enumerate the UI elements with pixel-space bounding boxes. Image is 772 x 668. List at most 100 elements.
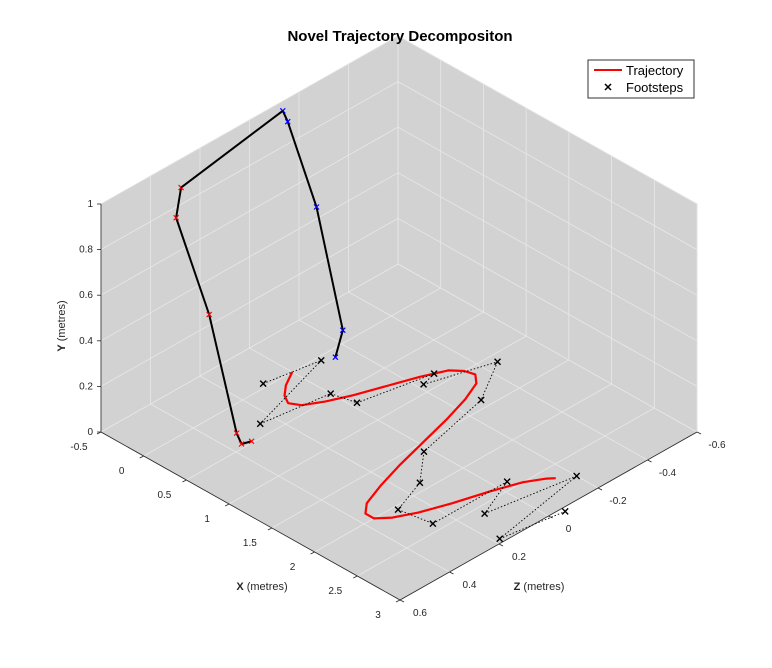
footstep-marker-stroke [353, 399, 361, 407]
footstep-connector [423, 399, 482, 452]
skeleton-joint-stroke [173, 214, 180, 221]
footstep-marker [353, 399, 361, 407]
footstep-marker [259, 380, 267, 388]
skeleton-joint-stroke [284, 118, 291, 125]
footstep-marker [317, 356, 325, 364]
x-tick-mark [139, 455, 144, 459]
legend: Trajectory Footsteps [587, 59, 695, 99]
footstep-marker [481, 510, 489, 518]
skeleton-left-joint [248, 438, 255, 445]
footstep-marker-stroke [429, 520, 437, 528]
y-tick-label: 0.6 [79, 290, 93, 301]
footstep-marker-stroke [256, 420, 264, 428]
z-tick-mark [548, 515, 553, 519]
skeleton-joint-stroke [248, 438, 255, 445]
x-tick-label: 3 [375, 610, 381, 621]
x-axis-label-rest: (metres) [244, 581, 288, 593]
footstep-marker-stroke [317, 356, 325, 364]
footstep-marker-stroke [503, 478, 511, 486]
footstep-connector [330, 393, 358, 404]
footstep-marker-stroke [420, 448, 428, 456]
footstep-marker-stroke [430, 370, 438, 378]
x-tick-label: 0 [119, 466, 125, 477]
footstep-connector [423, 361, 498, 385]
x-axis-label-bold: X [236, 581, 244, 593]
x-tick-label: 1.5 [243, 538, 257, 549]
grid-line-y [100, 126, 698, 296]
x-tick-mark [395, 599, 401, 603]
legend-footsteps-swatch [604, 83, 612, 91]
skeleton-joint-stroke [332, 354, 339, 361]
y-axis-label-rest: (metres) [56, 300, 68, 344]
x-tick-mark [267, 527, 273, 531]
footstep-marker-stroke [561, 507, 569, 515]
footstep-marker-stroke [420, 380, 428, 388]
y-tick-label: 0.2 [79, 381, 93, 392]
x-tick-mark [353, 575, 358, 579]
skeleton-left-line [175, 187, 252, 446]
x-axis-label: X (metres) [236, 581, 287, 593]
z-tick-mark [647, 459, 652, 463]
y-tick-label: 0.8 [79, 245, 93, 256]
trajectory-line [283, 369, 556, 520]
footstep-connector [259, 360, 322, 425]
footstep-marker-stroke [394, 506, 402, 514]
footstep-marker-stroke [481, 510, 489, 518]
footstep-marker [496, 535, 504, 543]
legend-trajectory-label: Trajectory [626, 63, 684, 78]
footstep-connector [432, 481, 508, 524]
skeleton-right-joint [284, 118, 291, 125]
z-tick-mark [399, 599, 405, 603]
x-axis-line [100, 431, 401, 601]
footstep-marker [416, 479, 424, 487]
skeleton-right-joint [313, 204, 320, 210]
x-tick-mark [224, 503, 230, 507]
skeleton-right-joint [332, 354, 339, 361]
x-tick-mark [182, 479, 187, 483]
footstep-connector [397, 509, 434, 525]
footstep-connector [484, 481, 508, 514]
legend-box [587, 59, 695, 99]
z-tick-label: 0.2 [512, 552, 526, 563]
chart-title: Novel Trajectory Decompositon [287, 28, 512, 45]
z-tick-mark [449, 571, 454, 575]
skeleton-left-joint [233, 430, 240, 437]
footstep-marker [477, 396, 485, 404]
z-axis-label: Z (metres) [514, 581, 565, 593]
footstep-marker [429, 520, 437, 528]
y-tick-label: 1 [87, 199, 93, 210]
footstep-connector [499, 510, 566, 540]
z-tick-label: 0.6 [413, 608, 427, 619]
x-tick-label: 0.5 [157, 490, 171, 501]
z-axis-label-bold: Z [514, 581, 521, 593]
z-tick-mark [498, 543, 504, 547]
footstep-marker [256, 420, 264, 428]
legend-footsteps-label: Footsteps [626, 80, 684, 95]
y-axis-label: Y (metres) [56, 300, 68, 351]
skeleton-left-joint [173, 214, 180, 221]
skeleton-joint-stroke [206, 311, 213, 318]
footstep-marker [561, 507, 569, 515]
footstep-marker [573, 472, 581, 480]
grid-line-y [100, 81, 698, 250]
y-tick-label: 0 [87, 427, 93, 438]
grid-line-y [100, 35, 698, 205]
footstep-marker [327, 390, 335, 398]
footstep-marker-stroke [327, 390, 335, 398]
y-tick-label: 0.4 [79, 336, 93, 347]
footstep-marker [494, 358, 502, 366]
footstep-marker [394, 506, 402, 514]
z-axis-label-rest: (metres) [520, 581, 564, 593]
grid-line-y [100, 217, 698, 387]
tick-labels: -0.5 0 0.5 1 1.5 2 2.5 3 -0.6 -0.4 -0.2 0 0.2 0.4 0.6 0… [70, 199, 726, 621]
footstep-marker-stroke [496, 535, 504, 543]
footstep-connector [397, 482, 421, 510]
z-tick-label: -0.6 [708, 440, 726, 451]
z-tick-label: -0.2 [609, 496, 627, 507]
footstep-marker-stroke [477, 396, 485, 404]
skeleton-left-joint [238, 441, 245, 447]
chart-marks [173, 107, 581, 543]
skeleton-right-joint [339, 327, 346, 334]
z-tick-label: 0 [566, 524, 572, 535]
footstep-connector [484, 475, 577, 515]
